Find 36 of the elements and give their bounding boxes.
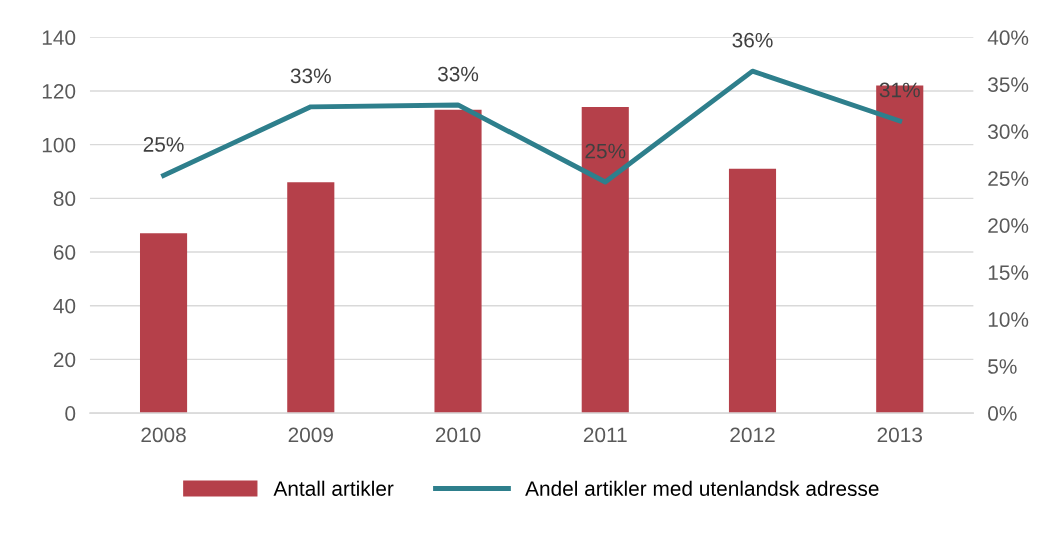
y-tick-label: 0 [65,406,76,421]
y-tick-label: 80 [53,191,76,207]
y2-tick-label: 10% [988,312,1029,327]
x-tick-label: 2009 [288,427,333,443]
x-tick-label: 2008 [141,427,186,443]
bar [581,107,629,414]
data-label: 33% [437,66,479,82]
bar [728,168,777,414]
bar [287,182,335,414]
y2-tick-label: 25% [988,171,1029,186]
data-label: 33% [290,68,331,84]
y-tick-label: 100 [42,137,76,153]
bar [139,233,188,414]
y-tick-label: 40 [53,298,76,314]
y2-tick-label: 0% [988,406,1017,421]
x-tick-label: 2013 [877,427,922,443]
y-tick-label: 140 [42,30,76,46]
y-tick-label: 120 [42,83,76,99]
data-label: 25% [585,143,626,159]
y2-tick-label: 30% [988,124,1029,140]
bar [434,109,482,414]
y-tick-label: 60 [53,245,76,260]
x-tick-label: 2010 [435,427,481,443]
data-label: 31% [879,82,920,98]
y2-tick-label: 15% [988,265,1029,280]
legend-label: Antall artikler [273,480,394,496]
y2-tick-label: 5% [988,359,1017,374]
legend-label: Andel artikler med utenlandsk adresse [525,480,879,496]
x-tick-label: 2011 [583,427,627,443]
data-label: 36% [732,32,773,48]
y-tick-label: 20 [53,352,76,368]
y2-tick-label: 40% [987,30,1029,46]
data-label: 25% [143,137,184,152]
x-tick-label: 2012 [730,427,775,443]
y2-tick-label: 35% [988,77,1029,93]
y2-tick-label: 20% [988,218,1029,233]
